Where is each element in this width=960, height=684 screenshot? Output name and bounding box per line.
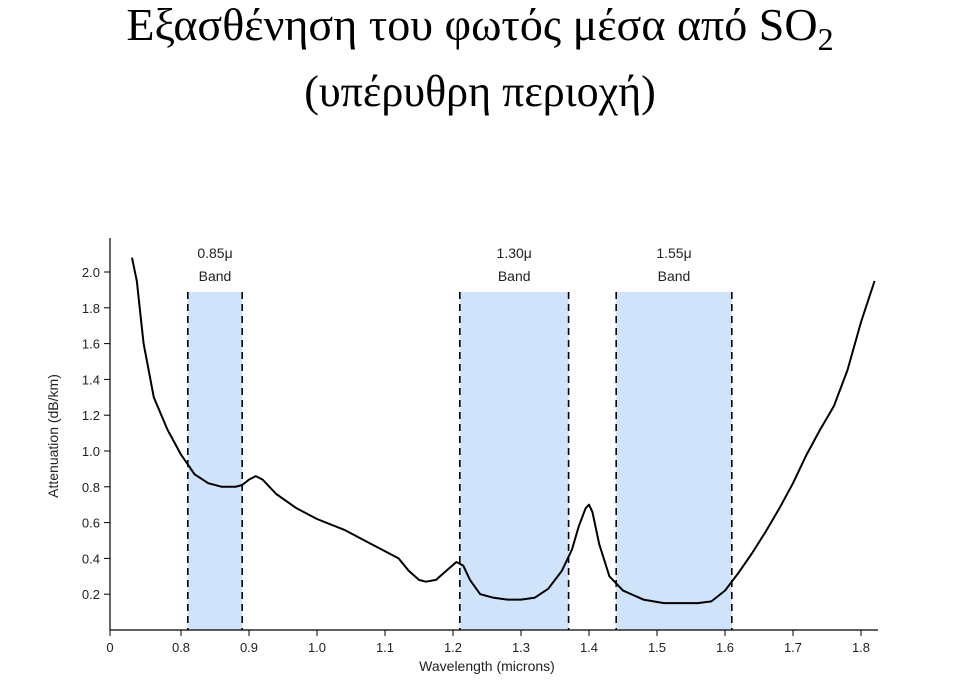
x-tick-label-5: 1.2 [444,640,462,655]
axes-layer [104,238,878,636]
bands-layer [187,292,733,630]
title-subscript: 2 [817,21,834,57]
x-axis-title: Wavelength (microns) [419,658,555,674]
y-tick-label-7: 1.6 [82,337,100,352]
x-tick-label-0: 0 [106,640,113,655]
band-label-word-0: Band [199,268,232,284]
x-tick-label-8: 1.5 [648,640,666,655]
y-tick-label-4: 1.0 [82,444,100,459]
y-tick-label-8: 1.8 [82,301,100,316]
y-tick-label-5: 1.2 [82,408,100,423]
band-label-word-2: Band [658,268,691,284]
band-fill-2 [616,292,732,630]
x-tick-label-11: 1.8 [852,640,870,655]
band-fill-0 [187,292,243,630]
x-tick-label-4: 1.1 [376,640,394,655]
x-tick-label-1: 0.8 [172,640,190,655]
y-tick-label-9: 2.0 [82,265,100,280]
labels-layer: 0.85μ Band 1.30μ Band 1.55μ Band 0.2 0.4 0.6 0.8 1… [45,245,870,674]
band-label-value-1: 1.30μ [497,245,532,261]
band-label-word-1: Band [498,268,531,284]
curve-layer [131,257,876,605]
x-tick-label-9: 1.6 [716,640,734,655]
slide-subtitle: (υπέρυθρη περιοχή) [304,67,656,116]
slide-title-main: Εξασθένηση του φωτός μέσα από SO2 [0,0,960,55]
attenuation-curve-0 [131,257,876,605]
x-tick-label-2: 0.9 [240,640,258,655]
band-fill-1 [459,292,569,630]
title-text: Εξασθένηση του φωτός μέσα από SO [126,0,818,50]
y-tick-label-6: 1.4 [82,372,100,387]
y-tick-label-3: 0.8 [82,480,100,495]
band-label-value-0: 0.85μ [197,245,232,261]
band-label-value-2: 1.55μ [656,245,691,261]
x-tick-label-3: 1.0 [308,640,326,655]
y-tick-label-2: 0.6 [82,516,100,531]
x-tick-label-6: 1.3 [512,640,530,655]
x-tick-label-7: 1.4 [580,640,598,655]
y-tick-label-0: 0.2 [82,587,100,602]
y-tick-label-1: 0.4 [82,551,100,566]
x-tick-label-10: 1.7 [784,640,802,655]
y-axis-title: Attenuation (dB/km) [45,374,61,498]
